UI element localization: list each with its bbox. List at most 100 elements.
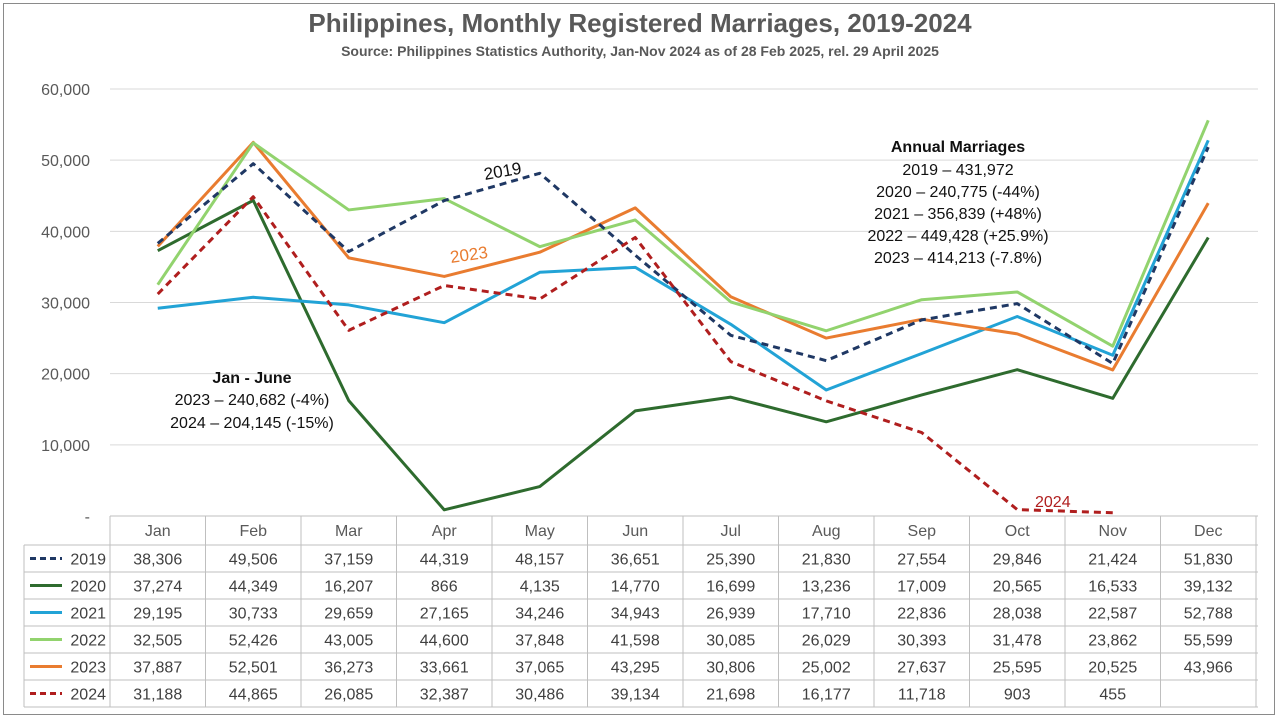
- data-table-cell: 25,595: [993, 660, 1042, 677]
- data-table-cell: 32,387: [420, 687, 469, 704]
- data-table-cell: 29,659: [324, 606, 373, 623]
- jan-june-line: 2024 – 204,145 (-15%): [170, 415, 334, 432]
- data-table-cell: 11,718: [898, 687, 946, 704]
- data-table-cell: 48,157: [515, 552, 564, 569]
- data-table-cell: 20,565: [993, 579, 1042, 596]
- annual-line: 2020 – 240,775 (-44%): [876, 184, 1040, 201]
- data-table-cell: 27,637: [897, 660, 946, 677]
- data-table-cell: 43,966: [1184, 660, 1233, 677]
- data-table-cell: 29,195: [133, 606, 182, 623]
- data-table-cell: 14,770: [611, 579, 660, 596]
- data-table-cell: 29,846: [993, 552, 1042, 569]
- data-table-cell: 16,177: [802, 687, 851, 704]
- data-table-cell: 16,207: [324, 579, 373, 596]
- x-tick-label: Aug: [812, 523, 840, 540]
- chart-title: Philippines, Monthly Registered Marriage…: [308, 8, 972, 38]
- data-table-cell: 39,132: [1184, 579, 1233, 596]
- data-table-cell: 39,134: [611, 687, 660, 704]
- data-table-cell: 37,065: [515, 660, 564, 677]
- jan-june-line: 2023 – 240,682 (-4%): [175, 392, 330, 409]
- data-table-cell: 37,159: [324, 552, 373, 569]
- line-label-2023: 2023: [449, 243, 489, 267]
- data-table-cell: 37,848: [515, 633, 564, 650]
- data-table-cell: 43,295: [611, 660, 660, 677]
- y-tick-label: -: [85, 509, 90, 526]
- data-table-cell: 44,865: [229, 687, 278, 704]
- data-table-cell: 34,246: [515, 606, 564, 623]
- data-table-cell: 32,505: [133, 633, 182, 650]
- legend-entry: 2022: [70, 633, 106, 650]
- data-table-cell: 30,085: [706, 633, 755, 650]
- data-table-cell: 17,009: [897, 579, 946, 596]
- y-tick-label: 30,000: [41, 296, 90, 313]
- data-table-cell: 52,426: [229, 633, 278, 650]
- data-table-cell: 21,698: [706, 687, 755, 704]
- data-table-cell: 4,135: [520, 579, 560, 596]
- chart-frame: [3, 3, 1275, 715]
- x-tick-label: Sep: [908, 523, 937, 540]
- data-table-cell: 30,806: [706, 660, 755, 677]
- data-table-cell: 31,188: [133, 687, 182, 704]
- data-table-cell: 16,699: [706, 579, 755, 596]
- line-label-2024: 2024: [1035, 494, 1071, 511]
- data-table-cell: 36,273: [324, 660, 373, 677]
- annual-heading: Annual Marriages: [891, 139, 1025, 156]
- data-table-cell: 33,661: [420, 660, 469, 677]
- y-tick-label: 40,000: [41, 224, 90, 241]
- data-table-cell: 16,533: [1088, 579, 1137, 596]
- legend-entry: 2023: [70, 660, 106, 677]
- data-table-cell: 17,710: [802, 606, 851, 623]
- x-tick-label: Dec: [1194, 523, 1222, 540]
- annual-line: 2022 – 449,428 (+25.9%): [867, 228, 1048, 245]
- data-table-cell: 52,788: [1184, 606, 1233, 623]
- data-table-cell: 13,236: [802, 579, 851, 596]
- data-table-cell: 38,306: [133, 552, 182, 569]
- x-tick-label: Apr: [432, 523, 458, 540]
- data-table-cell: 903: [1004, 687, 1031, 704]
- series-line-2023: [156, 140, 1210, 372]
- data-table-cell: 30,733: [229, 606, 278, 623]
- data-table-cell: 22,587: [1088, 606, 1137, 623]
- data-table-cell: 27,554: [897, 552, 946, 569]
- data-table-cell: 34,943: [611, 606, 660, 623]
- data-table-cell: 27,165: [420, 606, 469, 623]
- y-tick-label: 20,000: [41, 367, 90, 384]
- data-table-cell: 26,085: [324, 687, 373, 704]
- data-table-cell: 36,651: [611, 552, 660, 569]
- series-line-2021: [157, 139, 1210, 392]
- data-table-cell: 25,002: [802, 660, 851, 677]
- legend-entry: 2024: [70, 687, 106, 704]
- x-tick-label: Oct: [1005, 523, 1030, 540]
- series-line-2020: [157, 198, 1210, 512]
- series-line-2022: [156, 119, 1210, 348]
- data-table-cell: 30,486: [515, 687, 564, 704]
- data-table-cell: 455: [1099, 687, 1126, 704]
- legend-entry: 2020: [70, 579, 106, 596]
- series-line-2019: [156, 146, 1210, 366]
- data-table-cell: 26,939: [706, 606, 755, 623]
- x-tick-label: Jul: [721, 523, 741, 540]
- data-table-cell: 28,038: [993, 606, 1042, 623]
- data-table-cell: 55,599: [1184, 633, 1233, 650]
- x-tick-label: May: [525, 523, 555, 540]
- data-table-cell: 23,862: [1088, 633, 1137, 650]
- x-tick-label: Jan: [145, 523, 171, 540]
- legend-entry: 2021: [70, 606, 106, 623]
- data-table-cell: 31,478: [993, 633, 1042, 650]
- series-line-2024: [156, 195, 1113, 515]
- data-table-cell: 20,525: [1088, 660, 1137, 677]
- data-table-cell: 43,005: [324, 633, 373, 650]
- data-table-cell: 49,506: [229, 552, 278, 569]
- data-table-cell: 25,390: [706, 552, 755, 569]
- data-table-cell: 44,319: [420, 552, 469, 569]
- jan-june-annotation: Jan - June 2023 – 240,682 (-4%) 2024 – 2…: [170, 370, 334, 432]
- data-table-cell: 30,393: [897, 633, 946, 650]
- annual-line: 2019 – 431,972: [902, 162, 1013, 179]
- x-tick-label: Jun: [622, 523, 648, 540]
- data-table-cell: 22,836: [897, 606, 946, 623]
- data-table-cell: 26,029: [802, 633, 851, 650]
- data-table-cell: 21,424: [1088, 552, 1137, 569]
- legend-entry: 2019: [70, 552, 106, 569]
- data-table-cell: 44,600: [420, 633, 469, 650]
